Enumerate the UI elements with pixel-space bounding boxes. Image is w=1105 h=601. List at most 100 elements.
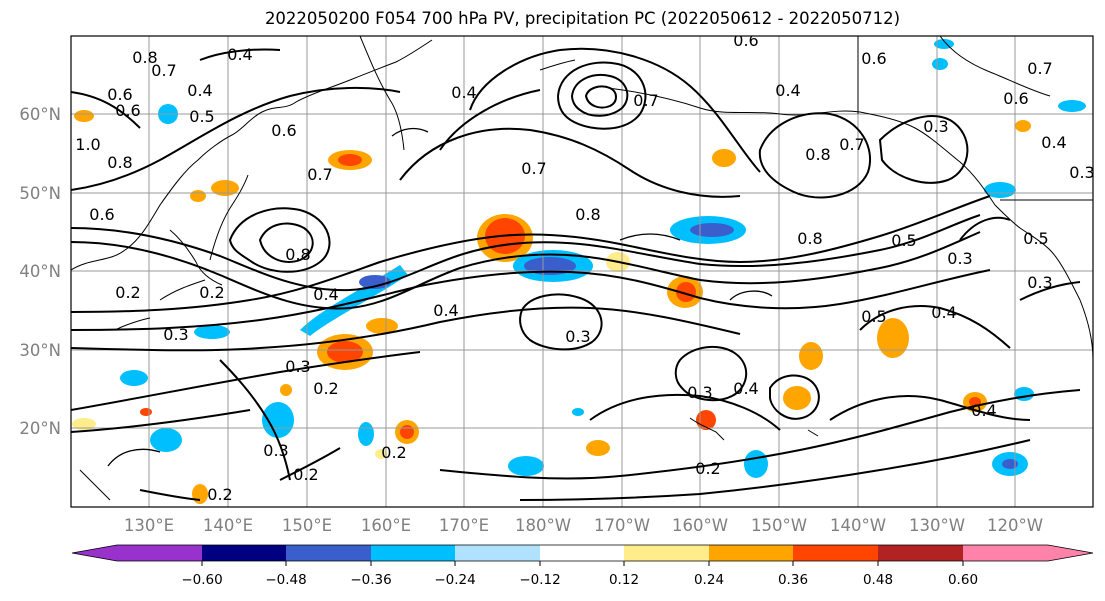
colorbar-tick-label: 0.24 <box>694 572 724 588</box>
colorbar-swatch <box>793 545 878 561</box>
contour-label: 0.8 <box>805 145 830 164</box>
contour-label: 0.2 <box>381 443 406 462</box>
precip-blob <box>211 180 239 196</box>
colorbar-tick-label: 0.60 <box>948 572 978 588</box>
contour-label: 0.2 <box>199 283 224 302</box>
colorbar-extend-left <box>72 545 117 561</box>
lon-label: 160°W <box>672 516 728 535</box>
contour-label: 0.2 <box>293 465 318 484</box>
lat-label: 30°N <box>19 341 61 360</box>
lat-label: 20°N <box>19 419 61 438</box>
lon-label: 160°E <box>361 516 411 535</box>
contour-label: 0.6 <box>271 121 296 140</box>
precip-blob <box>190 190 206 202</box>
lat-label: 60°N <box>19 105 61 124</box>
contour-label: 0.4 <box>187 81 212 100</box>
colorbar-swatch <box>371 545 456 561</box>
precip-blob <box>280 384 292 396</box>
contour-label: 0.5 <box>189 107 214 126</box>
contour-label: 0.7 <box>521 159 546 178</box>
lon-label: 150°W <box>751 516 807 535</box>
contour-label: 0.8 <box>107 153 132 172</box>
contour-label: 0.6 <box>89 205 114 224</box>
precip-blob <box>72 418 96 430</box>
precip-blob <box>150 428 182 452</box>
colorbar-tick-label: 0.36 <box>778 572 808 588</box>
precip-blob <box>140 408 152 416</box>
contour-label: 0.2 <box>695 459 720 478</box>
precip-blob <box>338 154 362 166</box>
contour-label: 0.4 <box>931 303 956 322</box>
colorbar-tick-label: −0.36 <box>350 572 391 588</box>
contour-label: 0.3 <box>263 441 288 460</box>
contour-label: 1.0 <box>75 135 100 154</box>
contour-label: 0.4 <box>775 81 800 100</box>
contour-label: 0.7 <box>151 61 176 80</box>
contour-label: 0.6 <box>107 85 132 104</box>
colorbar-extend-right <box>1048 545 1093 561</box>
contour-label: 0.4 <box>451 83 476 102</box>
precip-blob <box>783 386 811 410</box>
precip-blob <box>359 275 391 289</box>
chart-title: 2022050200 F054 700 hPa PV, precipitatio… <box>264 9 901 28</box>
precip-blob <box>932 58 948 70</box>
precip-blob <box>572 408 584 416</box>
contour-label: 0.2 <box>313 379 338 398</box>
lat-label: 50°N <box>19 184 61 203</box>
contour-label: 0.3 <box>285 357 310 376</box>
colorbar: −0.60 −0.48 −0.36 −0.24 −0.12 0.12 0.24 … <box>71 544 1094 588</box>
contour-label: 0.4 <box>971 401 996 420</box>
contour-label: 0.3 <box>565 327 590 346</box>
contour-label: 0.5 <box>861 307 886 326</box>
colorbar-tick-label: −0.60 <box>181 572 222 588</box>
contour-label: 0.4 <box>1041 133 1066 152</box>
colorbar-swatch <box>455 545 540 561</box>
contour-label: 0.5 <box>891 231 916 250</box>
contour-label: 0.3 <box>947 249 972 268</box>
pv-contours-thin <box>107 127 773 467</box>
colorbar-tick-label: 0.12 <box>609 572 639 588</box>
contour-label: 0.4 <box>227 45 252 64</box>
precip-blob <box>586 440 610 456</box>
colorbar-swatch <box>202 545 287 561</box>
lon-label: 140°E <box>203 516 253 535</box>
lon-label: 130°E <box>124 516 174 535</box>
contour-label: 0.3 <box>687 383 712 402</box>
contour-label: 0.8 <box>797 229 822 248</box>
pv-contours <box>71 47 1081 501</box>
contour-label: 0.3 <box>1027 273 1052 292</box>
lon-label: 180°W <box>515 516 571 535</box>
precip-blob <box>676 282 696 302</box>
lon-label: 140°W <box>830 516 886 535</box>
lon-label: 130°W <box>909 516 965 535</box>
colorbar-swatch <box>624 545 709 561</box>
contour-label: 0.8 <box>285 245 310 264</box>
lon-label: 170°W <box>594 516 650 535</box>
map-border <box>70 35 1094 508</box>
precip-blob <box>877 318 909 358</box>
precip-blob <box>1002 459 1018 469</box>
contour-label: 0.4 <box>433 301 458 320</box>
colorbar-swatch <box>286 545 371 561</box>
precip-blob <box>508 456 544 476</box>
precip-blob <box>194 325 230 339</box>
contour-label: 0.7 <box>307 165 332 184</box>
colorbar-tick-label: −0.24 <box>434 572 475 588</box>
contour-label: 0.2 <box>207 485 232 504</box>
latitude-labels: 60°N 50°N 40°N 30°N 20°N <box>19 105 61 438</box>
precip-blob <box>375 449 387 459</box>
colorbar-tick-label: −0.12 <box>519 572 560 588</box>
contour-label: 0.6 <box>861 49 886 68</box>
precip-blob <box>74 110 94 122</box>
colorbar-tick-label: −0.48 <box>265 572 306 588</box>
contour-label: 0.6 <box>1003 89 1028 108</box>
contour-label: 0.8 <box>132 48 157 67</box>
contour-label: 0.5 <box>1023 229 1048 248</box>
colorbar-tick-label: 0.48 <box>863 572 893 588</box>
contour-label: 0.4 <box>733 379 758 398</box>
contour-label: 0.7 <box>839 135 864 154</box>
contour-label: 0.6 <box>115 101 140 120</box>
precip-blob <box>690 223 734 237</box>
precip-blob <box>358 422 374 446</box>
contour-label: 0.2 <box>115 283 140 302</box>
